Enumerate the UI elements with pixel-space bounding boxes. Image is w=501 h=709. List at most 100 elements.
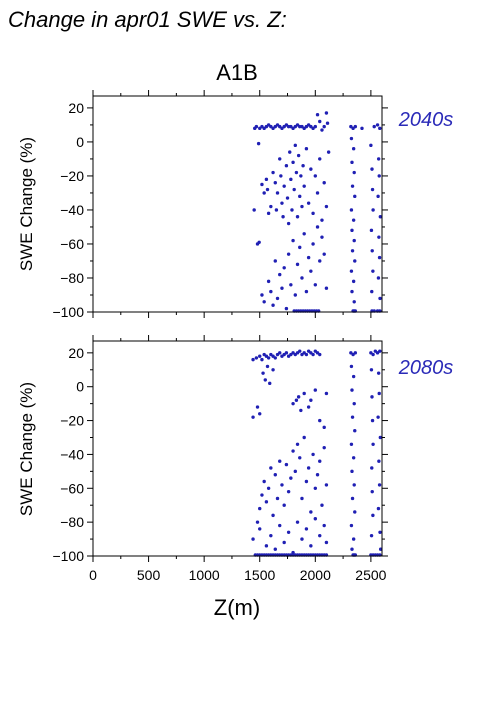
data-point: [350, 547, 354, 551]
data-point: [324, 286, 329, 290]
data-point: [286, 489, 291, 494]
data-point: [295, 215, 300, 219]
data-point: [350, 388, 354, 392]
data-point: [351, 374, 356, 379]
data-point: [350, 160, 354, 165]
data-point: [264, 500, 269, 504]
data-point: [320, 128, 324, 132]
data-point: [273, 473, 277, 477]
data-point: [266, 279, 271, 284]
data-point: [264, 544, 269, 548]
data-point: [280, 483, 284, 487]
x-tick-label: 2500: [355, 567, 386, 583]
data-point: [370, 289, 374, 294]
data-point: [377, 174, 381, 178]
data-point: [352, 483, 356, 487]
data-point: [376, 194, 380, 199]
data-point: [295, 520, 300, 524]
x-tick-label: 2000: [300, 567, 331, 583]
data-point: [320, 235, 324, 239]
data-point: [271, 513, 275, 518]
y-tick-label: −20: [60, 168, 84, 184]
data-point: [278, 351, 282, 355]
data-point: [296, 153, 301, 158]
data-point: [371, 269, 375, 273]
data-point: [377, 255, 382, 260]
data-point: [266, 356, 271, 360]
data-point: [265, 364, 270, 369]
data-point: [302, 435, 306, 440]
data-point: [289, 476, 293, 480]
y-tick-label: 20: [68, 100, 84, 116]
data-point: [306, 255, 311, 260]
data-point: [282, 184, 286, 188]
data-point: [300, 537, 304, 541]
y-axis-label: SWE Change (%): [17, 137, 36, 271]
data-point: [271, 368, 275, 372]
data-point: [315, 473, 320, 477]
data-point: [258, 527, 262, 531]
data-point: [313, 486, 318, 490]
data-point: [352, 170, 356, 175]
data-point: [286, 530, 291, 534]
data-point: [294, 398, 299, 402]
data-point: [284, 351, 289, 355]
data-point: [301, 164, 305, 168]
data-point: [353, 429, 357, 433]
data-point: [262, 300, 266, 304]
data-point: [377, 483, 382, 487]
data-point: [378, 296, 382, 301]
data-point: [275, 191, 280, 195]
data-point: [322, 523, 326, 528]
data-point: [309, 167, 313, 171]
data-point: [263, 378, 267, 382]
data-point: [262, 479, 266, 484]
data-point: [369, 228, 374, 233]
data-point: [290, 208, 294, 212]
data-point: [280, 286, 284, 290]
data-point: [315, 113, 320, 117]
y-tick-label: −20: [60, 413, 84, 429]
data-point: [318, 533, 322, 538]
data-point: [289, 177, 293, 182]
data-point: [285, 196, 290, 200]
data-point: [324, 391, 329, 396]
data-point: [369, 533, 374, 538]
data-point: [291, 550, 295, 555]
data-point: [370, 249, 374, 253]
data-point: [251, 415, 255, 419]
data-point: [309, 510, 313, 514]
data-point: [269, 204, 273, 209]
plot-frame: [92, 340, 383, 557]
data-point: [284, 306, 289, 311]
data-point: [282, 503, 286, 507]
data-point: [260, 293, 264, 297]
data-point: [295, 262, 300, 267]
data-point: [351, 279, 356, 284]
data-point: [378, 349, 382, 353]
data-point: [313, 174, 318, 178]
data-point: [254, 356, 259, 360]
data-point: [293, 293, 297, 297]
data-point: [313, 517, 318, 521]
data-point: [322, 181, 326, 185]
x-axis-label: Z(m): [214, 595, 260, 620]
data-point: [258, 506, 262, 511]
data-point: [378, 126, 382, 131]
data-point: [260, 357, 264, 362]
data-point: [260, 182, 264, 187]
data-point: [351, 537, 356, 541]
data-point: [377, 459, 381, 463]
data-point: [351, 147, 356, 151]
data-point: [351, 456, 356, 460]
data-point: [291, 238, 295, 243]
data-point: [315, 225, 320, 229]
data-point: [282, 266, 286, 270]
data-point: [353, 510, 357, 514]
data-point: [254, 124, 259, 129]
axis-ticks: −100 −80 −60 −40 −20 0 20 0 500 1000 1500 2000 2500: [52, 335, 388, 583]
data-point: [265, 187, 270, 192]
period-label: 2040s: [398, 109, 454, 131]
data-point: [278, 459, 282, 463]
